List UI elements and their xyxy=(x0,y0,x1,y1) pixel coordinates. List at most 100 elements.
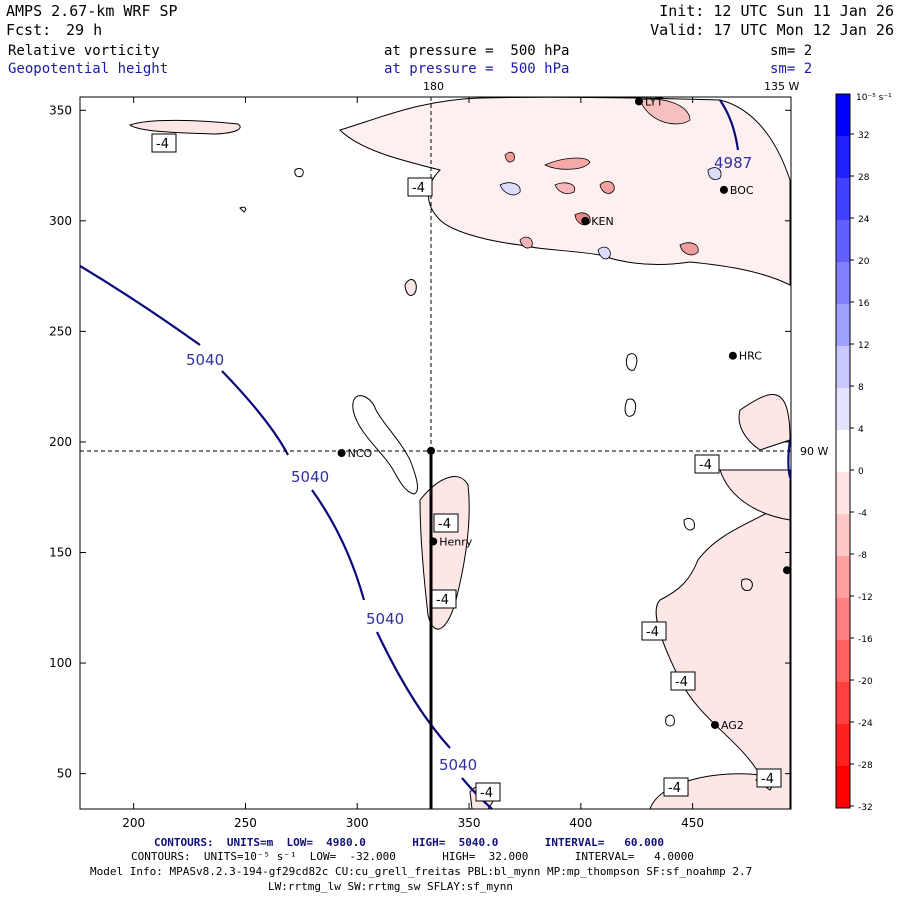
colorbar-swatch xyxy=(836,724,850,766)
init-time: Init: 12 UTC Sun 11 Jan 26 xyxy=(659,2,894,20)
field-vorticity-level: at pressure = 500 hPa xyxy=(384,43,570,59)
colorbar-swatch xyxy=(836,556,850,598)
vort-label: -4 xyxy=(761,772,774,787)
colorbar-label: -28 xyxy=(858,761,873,771)
field-vorticity-smoothing: sm= 2 xyxy=(770,43,813,59)
x-tick-label: 400 xyxy=(569,816,592,830)
footer-model-info: Model Info: MPASv8.2.3-194-gf29cd82c CU:… xyxy=(90,865,753,878)
unlabeled-station-dot xyxy=(783,566,791,575)
station-dot xyxy=(337,449,346,457)
colorbar-label: 0 xyxy=(858,467,864,477)
y-tick-label: 150 xyxy=(49,546,72,560)
section-lines xyxy=(80,97,791,809)
station-dot xyxy=(634,97,643,106)
x-tick-label: 450 xyxy=(681,816,704,830)
plot-border xyxy=(79,96,792,810)
colorbar-swatch xyxy=(836,220,850,262)
colorbar-label: 28 xyxy=(858,173,870,183)
x-tick-label: 250 xyxy=(234,816,257,830)
colorbar-swatch xyxy=(836,682,850,724)
y-tick-label: 300 xyxy=(49,214,72,228)
colorbar-label: 32 xyxy=(858,131,869,141)
x-axis: 200 250 300 350 400 450 xyxy=(122,97,704,830)
lon-label-90w: 90 W xyxy=(800,445,828,458)
vort-label: -4 xyxy=(480,786,493,801)
vorticity-cores xyxy=(504,98,699,256)
station-label: LYT xyxy=(645,95,663,108)
station-label: BOC xyxy=(730,184,754,197)
colorbar-label: 8 xyxy=(858,383,864,393)
colorbar-swatch xyxy=(836,514,850,556)
valid-time: Valid: 17 UTC Mon 12 Jan 26 xyxy=(650,21,894,39)
forecast-hour: 29 h xyxy=(66,21,103,39)
x-tick-label: 350 xyxy=(458,816,481,830)
colorbar-swatch xyxy=(836,136,850,178)
colorbar-label: 24 xyxy=(858,215,870,225)
colorbar-units: 10⁻⁵ s⁻¹ xyxy=(856,93,892,103)
colorbar-label: 4 xyxy=(858,425,864,435)
vort-label: -4 xyxy=(675,675,688,690)
station-dot xyxy=(710,720,719,729)
colorbar-swatch xyxy=(836,304,850,346)
colorbar-label: -8 xyxy=(858,551,867,561)
footer-height-contours: CONTOURS: UNITS=m LOW= 4980.0 HIGH= 5040… xyxy=(154,836,664,849)
vort-label: -4 xyxy=(438,517,451,532)
y-tick-label: 50 xyxy=(57,767,72,781)
vort-label: -4 xyxy=(436,593,449,608)
colorbar xyxy=(835,93,851,809)
height-label: 5040 xyxy=(291,468,329,486)
y-tick-label: 350 xyxy=(49,103,72,117)
crosshair-marker xyxy=(427,446,436,455)
vorticity-shading xyxy=(128,97,791,809)
colorbar-swatch xyxy=(836,94,850,136)
colorbar-swatch xyxy=(836,640,850,682)
colorbar-swatch xyxy=(836,766,850,808)
station-dot xyxy=(719,185,728,194)
vorticity-labels: -4 -4 -4 -4 -4 -4 -4 -4 -4 -4 xyxy=(151,133,782,802)
y-axis: 50 100 150 200 250 300 350 xyxy=(49,103,791,781)
field-vorticity-name: Relative vorticity xyxy=(8,43,160,59)
vort-label: -4 xyxy=(412,181,425,196)
vort-label: -4 xyxy=(646,625,659,640)
y-tick-label: 200 xyxy=(49,435,72,449)
colorbar-label: 16 xyxy=(858,299,870,309)
station-dot xyxy=(581,216,590,225)
y-tick-label: 250 xyxy=(49,324,72,338)
model-title: AMPS 2.67-km WRF SP xyxy=(6,2,178,20)
colorbar-label: -32 xyxy=(858,803,873,813)
colorbar-label: -24 xyxy=(858,719,873,729)
station-label: HRC xyxy=(739,350,762,363)
x-tick-label: 200 xyxy=(122,816,145,830)
colorbar-swatch xyxy=(836,388,850,430)
colorbar-swatch xyxy=(836,430,850,472)
colorbar-label: 12 xyxy=(858,341,869,351)
high-center-label: 4987 xyxy=(714,154,752,172)
y-tick-label: 100 xyxy=(49,656,72,670)
colorbar-swatch xyxy=(836,346,850,388)
footer-vort-contours: CONTOURS: UNITS=10⁻⁵ s⁻¹ LOW= -32.000 HI… xyxy=(131,850,694,863)
height-label: 5040 xyxy=(439,756,477,774)
colorbar-label: -12 xyxy=(858,593,873,603)
height-contours xyxy=(80,99,791,809)
lon-label-180: 180 xyxy=(423,80,444,93)
field-height-smoothing: sm= 2 xyxy=(770,61,813,77)
field-height-level: at pressure = 500 hPa xyxy=(384,61,570,77)
forecast-label: Fcst: xyxy=(6,21,52,39)
x-tick-label: 300 xyxy=(346,816,369,830)
plot-area: 5040 5040 5040 5040 4987 -4 -4 -4 -4 -4 … xyxy=(80,95,791,809)
colorbar-labels: 32 28 24 20 16 12 8 4 0 -4 -8 -12 -16 -20 -24 -28 -32 xyxy=(850,131,873,813)
colorbar-label: 20 xyxy=(858,257,870,267)
station-label: Henry xyxy=(439,535,473,548)
colorbar-swatch xyxy=(836,262,850,304)
station-label: AG2 xyxy=(721,719,744,732)
colorbar-label: -16 xyxy=(858,635,873,645)
lon-label-135w: 135 W xyxy=(764,80,799,93)
field-height-name: Geopotential height xyxy=(8,61,169,77)
vort-label: -4 xyxy=(699,458,712,473)
station-dot xyxy=(429,537,438,546)
colorbar-label: -4 xyxy=(858,509,867,519)
station-label: KEN xyxy=(591,215,613,228)
station-markers: NCO Henry HRC BOC KEN AG2 LYT xyxy=(337,95,762,732)
colorbar-label: -20 xyxy=(858,677,873,687)
